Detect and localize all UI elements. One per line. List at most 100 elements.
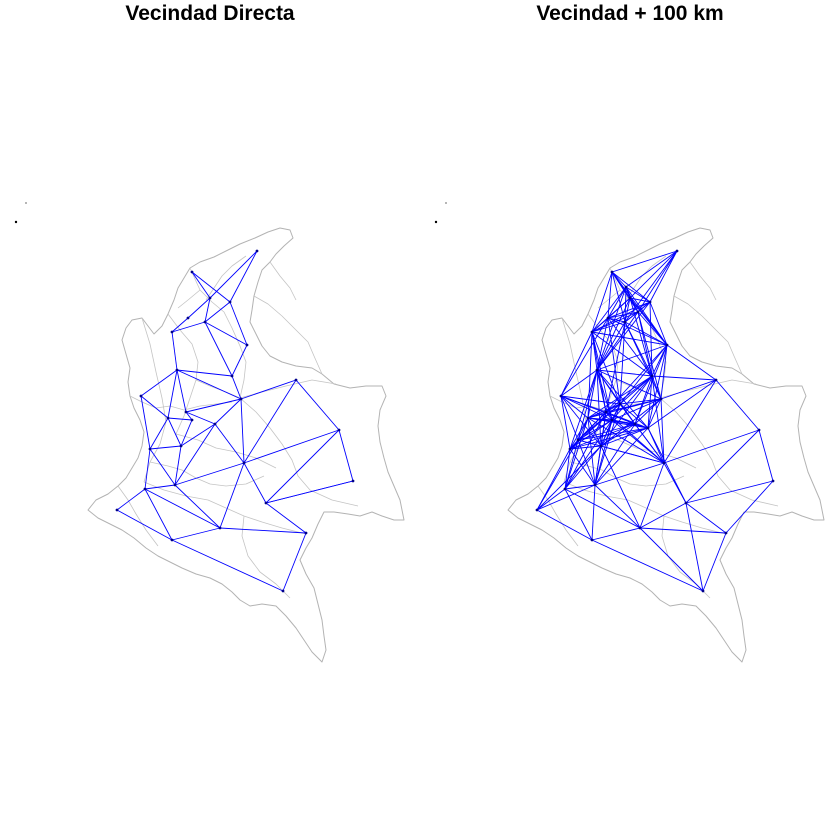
- neighbor-link: [219, 527, 307, 534]
- department-boundary: [269, 261, 297, 301]
- neighbor-link: [240, 379, 297, 400]
- centroid-node: [242, 461, 246, 465]
- country-outline: [87, 227, 405, 663]
- centroid-node: [304, 531, 308, 535]
- panel-title-direct: Vecindad Directa: [125, 2, 295, 25]
- neighbor-link: [594, 427, 649, 486]
- neighbor-link: [209, 250, 258, 299]
- neighbor-link: [596, 369, 613, 421]
- neighbor-link: [282, 532, 307, 592]
- neighbor-link: [243, 429, 340, 464]
- neighbor-link: [536, 509, 593, 541]
- centroid-node: [281, 589, 285, 593]
- centroid-node: [684, 501, 688, 505]
- centroid-node: [208, 296, 212, 300]
- neighbor-link: [569, 369, 598, 450]
- department-boundary: [689, 261, 717, 301]
- san-andres-island-marker: [14, 220, 18, 224]
- neighbor-link: [191, 271, 211, 299]
- neighbor-link: [240, 398, 245, 464]
- neighbor-link: [167, 369, 178, 419]
- neighbor-link: [611, 271, 639, 313]
- department-boundary: [549, 395, 653, 411]
- providencia-island-marker: [25, 202, 27, 204]
- neighbor-link: [702, 532, 727, 592]
- department-boundary: [117, 485, 159, 547]
- neighbor-link: [607, 317, 668, 346]
- department-boundary: [177, 289, 201, 309]
- neighbor-link: [560, 395, 589, 419]
- neighbor-link: [634, 398, 662, 425]
- centroid-node: [648, 300, 652, 304]
- neighbor-link: [185, 411, 193, 421]
- centroid-node: [636, 310, 640, 314]
- neighbor-link: [596, 369, 621, 405]
- map-panel-100km: [434, 202, 825, 663]
- neighbor-link: [591, 484, 596, 541]
- neighbor-link: [629, 250, 678, 299]
- neighbor-link: [663, 379, 717, 464]
- neighbor-link: [171, 527, 221, 541]
- neighbor-link: [611, 271, 627, 288]
- centroid-node: [139, 394, 143, 398]
- neighbor-link: [605, 375, 653, 413]
- neighbor-link: [600, 403, 621, 447]
- neighbor-link: [577, 403, 621, 441]
- neighbor-link: [140, 395, 151, 450]
- neighbor-link: [560, 395, 621, 405]
- neighbor-link: [569, 423, 636, 450]
- department-boundary: [143, 481, 307, 535]
- neighbor-link: [600, 445, 641, 529]
- neighbor-link: [564, 417, 589, 490]
- neighbor-link: [607, 311, 639, 319]
- neighbor-link: [214, 398, 242, 425]
- neighbor-link: [174, 423, 216, 486]
- neighbor-link: [663, 429, 760, 464]
- neighbor-link: [649, 301, 668, 346]
- department-boundary: [253, 295, 323, 375]
- centroid-node: [610, 418, 614, 422]
- neighbor-link: [560, 395, 571, 450]
- neighbor-link: [624, 286, 627, 323]
- neighbor-link: [611, 250, 678, 273]
- neighbor-link: [596, 286, 627, 371]
- neighbor-link: [536, 439, 579, 511]
- department-boundary: [239, 397, 359, 507]
- centroid-node: [590, 330, 594, 334]
- department-boundary: [129, 395, 233, 411]
- neighbor-link: [637, 311, 668, 346]
- neighbor-link: [174, 445, 182, 486]
- centroid-node: [175, 368, 179, 372]
- centroid-node: [563, 487, 567, 491]
- centroid-node: [179, 444, 183, 448]
- neighbor-link: [144, 488, 221, 529]
- neighbor-link: [149, 445, 182, 450]
- centroid-node: [568, 447, 572, 451]
- centroid-node: [218, 526, 222, 530]
- neighbor-link: [639, 462, 665, 529]
- neighbor-link: [587, 398, 662, 419]
- neighbor-link: [140, 369, 178, 397]
- neighbor-link: [171, 321, 206, 333]
- neighbor-link: [596, 344, 668, 371]
- department-boundary: [569, 461, 685, 487]
- neighbor-link: [560, 317, 609, 397]
- centroid-node: [646, 426, 650, 430]
- neighbor-link: [167, 417, 182, 447]
- centroid-node: [590, 538, 594, 542]
- neighbor-link: [577, 427, 649, 441]
- neighbor-link: [176, 369, 233, 377]
- neighbor-link: [577, 417, 589, 441]
- neighbor-link: [605, 411, 649, 429]
- centroid-node: [186, 316, 190, 320]
- neighbor-link: [637, 311, 662, 400]
- centroid-node: [623, 320, 627, 324]
- neighbor-link: [596, 369, 649, 429]
- centroid-node: [170, 330, 174, 334]
- neighbor-link: [624, 321, 668, 346]
- neighbor-link: [204, 321, 233, 377]
- neighbor-link: [560, 395, 602, 447]
- neighbor-link: [536, 488, 566, 511]
- centroid-node: [203, 320, 207, 324]
- neighbor-link: [229, 301, 248, 346]
